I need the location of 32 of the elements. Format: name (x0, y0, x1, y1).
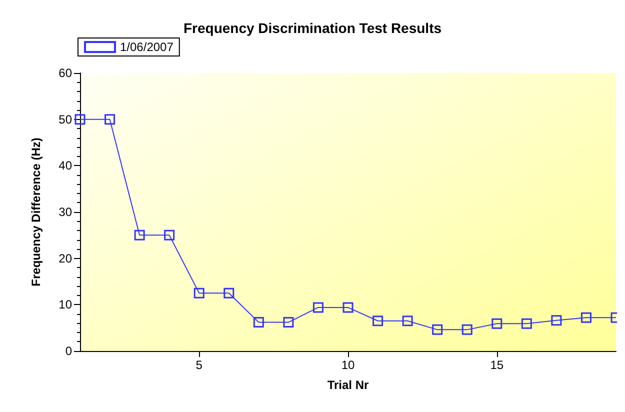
point (521, 318, 532, 329)
point (253, 317, 264, 328)
point (342, 302, 354, 313)
point (194, 288, 204, 298)
chart-title: Frequency Discrimination Test Results (183, 20, 442, 36)
point (462, 324, 472, 335)
point (224, 288, 234, 298)
point (283, 317, 294, 328)
point (104, 114, 116, 125)
point (134, 230, 145, 240)
point (551, 315, 562, 326)
point (402, 316, 413, 326)
y-tick-label: 10 (58, 298, 72, 312)
x-tick-label: 15 (490, 358, 504, 372)
point (432, 324, 443, 335)
legend-label: 1/06/2007 (120, 40, 174, 54)
point (492, 318, 502, 329)
point (312, 302, 324, 313)
y-tick-label: 60 (58, 66, 72, 80)
x-axis-title: Trial Nr (327, 378, 369, 392)
y-tick-label: 30 (58, 205, 72, 219)
y-tick-label: 50 (58, 112, 72, 126)
point (580, 312, 592, 323)
y-tick-label: 0 (65, 344, 72, 358)
y-axis-title: Frequency Difference (Hz) (29, 138, 43, 286)
x-tick-label: 10 (341, 358, 355, 372)
y-tick-label: 40 (58, 158, 72, 173)
point (164, 230, 175, 240)
point (74, 114, 86, 125)
y-tick-label: 20 (58, 251, 72, 266)
point (372, 316, 384, 326)
x-tick-label: 5 (196, 358, 203, 372)
